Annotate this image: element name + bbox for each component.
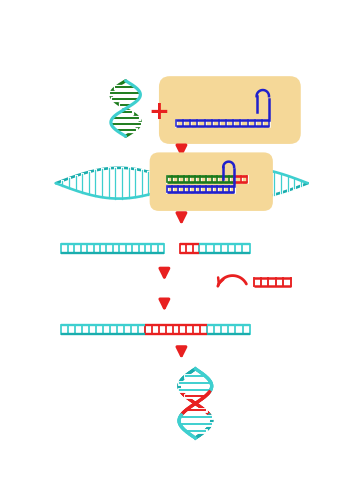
FancyBboxPatch shape [150, 152, 273, 211]
FancyBboxPatch shape [159, 76, 301, 144]
Text: +: + [149, 100, 169, 124]
